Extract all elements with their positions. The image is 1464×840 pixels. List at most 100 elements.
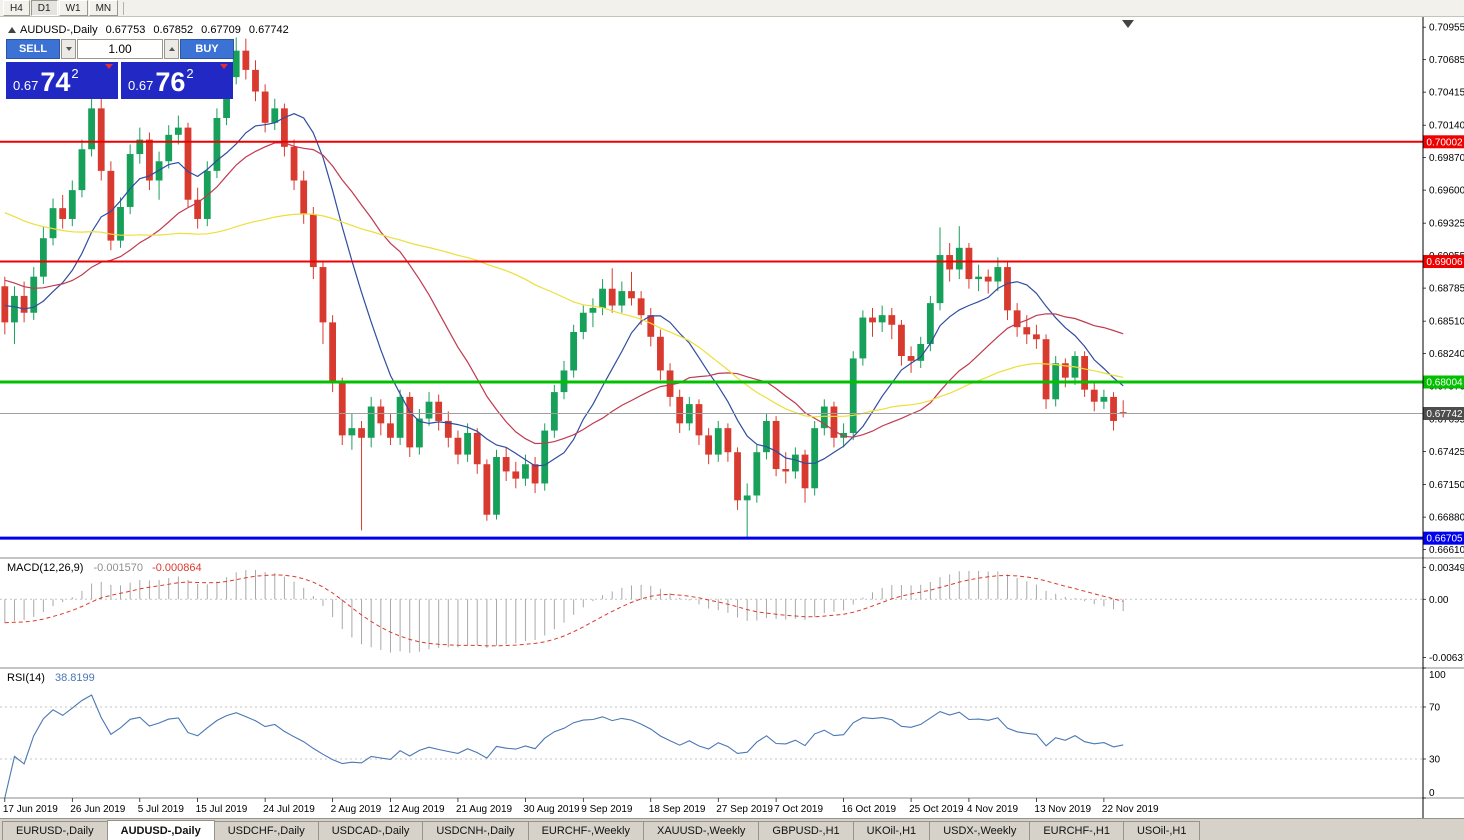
toolbar-separator — [123, 1, 125, 15]
sell-tick-down-icon — [105, 64, 113, 69]
chart-window: 0.70955 0.70685 0.70415 0.70140 0.69870 0.696… — [0, 17, 1464, 818]
svg-text:0.67742: 0.67742 — [1426, 409, 1463, 420]
svg-text:24 Jul 2019: 24 Jul 2019 — [263, 804, 315, 815]
trade-controls-row: SELL BUY — [6, 39, 238, 59]
buy-button[interactable]: BUY — [180, 39, 234, 59]
chart-tab-usdchf-daily[interactable]: USDCHF-,Daily — [213, 821, 319, 840]
macd-name: MACD(12,26,9) — [7, 562, 84, 574]
timeframe-toolbar: H4 D1 W1 MN — [0, 0, 1464, 17]
svg-text:0.70685: 0.70685 — [1429, 55, 1464, 66]
chart-tab-usdcnh-daily[interactable]: USDCNH-,Daily — [422, 821, 529, 840]
volume-increase-icon — [168, 47, 175, 51]
timeframe-button-w1[interactable]: W1 — [58, 0, 88, 16]
svg-text:100: 100 — [1429, 670, 1446, 681]
one-click-panel-toggle-icon[interactable] — [8, 27, 16, 33]
macd-pane: 0.00349 0.00 -0.00637 — [0, 563, 1464, 664]
chart-tab-xauusd-weekly[interactable]: XAUUSD-,Weekly — [642, 821, 760, 840]
volume-increase-button[interactable] — [164, 39, 179, 59]
svg-text:25 Oct 2019: 25 Oct 2019 — [909, 804, 964, 815]
sell-price-prefix: 0.67 — [13, 78, 39, 93]
sell-price-button[interactable]: 0.67 74 2 — [6, 62, 118, 99]
svg-text:0.68785: 0.68785 — [1429, 284, 1464, 295]
svg-text:9 Sep 2019: 9 Sep 2019 — [581, 804, 633, 815]
ma-50-line — [4, 212, 1124, 418]
chart-tab-eurchf-weekly[interactable]: EURCHF-,Weekly — [527, 821, 644, 840]
svg-text:2 Aug 2019: 2 Aug 2019 — [331, 804, 382, 815]
chart-tab-usdcad-daily[interactable]: USDCAD-,Daily — [317, 821, 424, 840]
svg-text:70: 70 — [1429, 703, 1441, 714]
svg-text:15 Jul 2019: 15 Jul 2019 — [196, 804, 248, 815]
sell-button[interactable]: SELL — [6, 39, 60, 59]
chart-tab-gbpusd-h1[interactable]: GBPUSD-,H1 — [758, 821, 854, 840]
svg-text:0.69600: 0.69600 — [1429, 186, 1464, 197]
chart-tabs-bar: EURUSD-,Daily AUDUSD-,Daily USDCHF-,Daily U… — [0, 818, 1464, 840]
chart-header: AUDUSD-,Daily 0.67753 0.67852 0.67709 0.… — [8, 24, 289, 36]
svg-text:22 Nov 2019: 22 Nov 2019 — [1102, 804, 1159, 815]
volume-decrease-icon — [65, 47, 72, 51]
macd-signal-value: -0.000864 — [152, 562, 202, 574]
rsi-indicator-label: RSI(14) 38.8199 — [7, 672, 95, 684]
buy-price-prefix: 0.67 — [128, 78, 154, 93]
chart-tab-usoil-h1[interactable]: USOil-,H1 — [1122, 821, 1201, 840]
timeframe-button-mn[interactable]: MN — [88, 0, 119, 16]
svg-text:0.66880: 0.66880 — [1429, 513, 1464, 524]
svg-text:30 Aug 2019: 30 Aug 2019 — [523, 804, 580, 815]
ohlc-open-value: 0.67753 — [105, 24, 146, 36]
buy-tick-down-icon — [220, 64, 228, 69]
chart-tab-eurchf-h1[interactable]: EURCHF-,H1 — [1029, 821, 1124, 840]
svg-text:30: 30 — [1429, 755, 1441, 766]
svg-text:0.70002: 0.70002 — [1426, 137, 1463, 148]
svg-text:0.66610: 0.66610 — [1429, 545, 1464, 556]
rsi-value: 38.8199 — [54, 672, 95, 684]
timeframe-button-d1[interactable]: D1 — [30, 0, 58, 16]
volume-decrease-button[interactable] — [61, 39, 76, 59]
ohlc-close-value: 0.67742 — [248, 24, 289, 36]
svg-text:27 Sep 2019: 27 Sep 2019 — [716, 804, 773, 815]
timeframe-button-h4[interactable]: H4 — [3, 0, 30, 16]
moving-average-lines — [4, 113, 1124, 467]
sell-price-point: 2 — [71, 66, 79, 81]
macd-main-value: -0.001570 — [93, 562, 144, 574]
sell-price-pips: 74 — [40, 67, 71, 97]
chart-tab-usdx-weekly[interactable]: USDX-,Weekly — [929, 821, 1031, 840]
svg-text:0.67695: 0.67695 — [1429, 415, 1464, 426]
svg-text:0.70955: 0.70955 — [1429, 23, 1464, 34]
svg-text:18 Sep 2019: 18 Sep 2019 — [649, 804, 706, 815]
svg-text:0.69006: 0.69006 — [1426, 257, 1463, 268]
chart-tab-eurusd-daily[interactable]: EURUSD-,Daily — [2, 821, 108, 840]
svg-text:0.68240: 0.68240 — [1429, 349, 1464, 360]
ohlc-low-value: 0.67709 — [201, 24, 241, 36]
price-scale-tags: 0.70002 0.69006 0.68004 0.66705 0.67742 — [1423, 135, 1464, 545]
svg-text:0.00349: 0.00349 — [1429, 563, 1464, 574]
svg-text:-0.00637: -0.00637 — [1429, 653, 1464, 664]
chart-tab-audusd-daily[interactable]: AUDUSD-,Daily — [106, 820, 215, 840]
pane-separators — [0, 557, 1464, 799]
timeframe-buttons-group: H4 D1 W1 MN — [3, 0, 119, 16]
macd-signal-line — [4, 574, 1124, 647]
buy-price-button[interactable]: 0.67 76 2 — [121, 62, 233, 99]
ma-10-line — [4, 113, 1124, 467]
svg-text:0.00: 0.00 — [1429, 595, 1449, 606]
svg-text:0: 0 — [1429, 788, 1435, 799]
svg-text:21 Aug 2019: 21 Aug 2019 — [456, 804, 513, 815]
svg-text:0.70140: 0.70140 — [1429, 121, 1464, 132]
chart-symbol-label: AUDUSD-,Daily — [20, 24, 98, 36]
chart-shift-marker-icon[interactable] — [1122, 20, 1134, 28]
svg-text:17 Jun 2019: 17 Jun 2019 — [3, 804, 58, 815]
svg-text:16 Oct 2019: 16 Oct 2019 — [842, 804, 897, 815]
one-click-trading-panel: SELL BUY 0.67 74 2 0.67 76 2 — [6, 39, 238, 99]
svg-text:0.68004: 0.68004 — [1426, 377, 1463, 388]
svg-text:5 Jul 2019: 5 Jul 2019 — [138, 804, 185, 815]
rsi-pane: 100 70 30 0 — [0, 667, 1446, 799]
svg-text:26 Jun 2019: 26 Jun 2019 — [70, 804, 125, 815]
volume-input[interactable] — [77, 39, 163, 59]
svg-text:7 Oct 2019: 7 Oct 2019 — [774, 804, 823, 815]
price-chart-canvas[interactable]: 0.70955 0.70685 0.70415 0.70140 0.69870 0.696… — [0, 17, 1464, 818]
rsi-line — [4, 694, 1124, 799]
buy-price-pips: 76 — [155, 67, 186, 97]
chart-tab-ukoil-h1[interactable]: UKOil-,H1 — [852, 821, 931, 840]
candlestick-series — [1, 37, 1127, 538]
svg-text:0.66705: 0.66705 — [1426, 534, 1463, 545]
buy-price-point: 2 — [186, 66, 194, 81]
